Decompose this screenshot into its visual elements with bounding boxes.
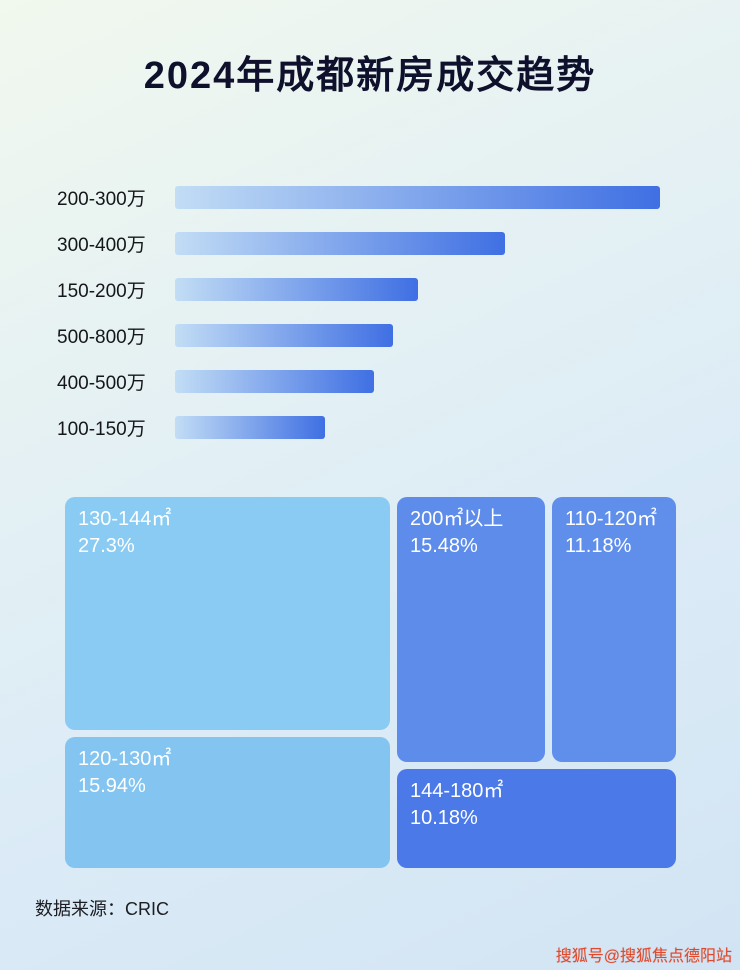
bar-label: 150-200万 — [57, 281, 146, 302]
treemap-tile-110-120: 110-120㎡ 11.18% — [552, 497, 676, 762]
bar-label: 200-300万 — [57, 189, 146, 210]
tile-percent: 15.48% — [410, 535, 478, 557]
bar — [175, 370, 374, 393]
bar-label: 400-500万 — [57, 373, 146, 394]
watermark: 搜狐号@搜狐焦点德阳站 — [555, 948, 732, 965]
tile-percent: 15.94% — [78, 775, 146, 797]
data-source: 数据来源：CRIC — [35, 899, 169, 919]
bar-label: 100-150万 — [57, 419, 146, 440]
bar-row: 300-400万 — [0, 232, 740, 256]
bar-row: 150-200万 — [0, 278, 740, 302]
bar — [175, 416, 325, 439]
treemap-tile-130-144: 130-144㎡ 27.3% — [65, 497, 390, 730]
treemap-tile-200-plus: 200㎡以上 15.48% — [397, 497, 545, 762]
treemap-tile-120-130: 120-130㎡ 15.94% — [65, 737, 390, 868]
bar — [175, 186, 660, 209]
tile-label: 110-120㎡ — [565, 508, 657, 530]
area-treemap: 130-144㎡ 27.3% 200㎡以上 15.48% 110-120㎡ 11… — [65, 497, 676, 868]
bar — [175, 278, 418, 301]
bar-row: 400-500万 — [0, 370, 740, 394]
page-title: 2024年成都新房成交趋势 — [143, 55, 597, 97]
bar — [175, 324, 393, 347]
price-range-bar-chart: 200-300万 300-400万 150-200万 500-800万 400-… — [0, 186, 740, 462]
tile-percent: 10.18% — [410, 807, 478, 829]
bar-row: 200-300万 — [0, 186, 740, 210]
bar-label: 500-800万 — [57, 327, 146, 348]
tile-label: 120-130㎡ — [78, 748, 172, 770]
tile-label: 200㎡以上 — [410, 508, 504, 530]
bar — [175, 232, 505, 255]
treemap-tile-144-180: 144-180㎡ 10.18% — [397, 769, 676, 868]
tile-label: 130-144㎡ — [78, 508, 172, 530]
tile-label: 144-180㎡ — [410, 780, 504, 802]
bar-label: 300-400万 — [57, 235, 146, 256]
bar-row: 100-150万 — [0, 416, 740, 440]
bar-row: 500-800万 — [0, 324, 740, 348]
tile-percent: 11.18% — [565, 535, 632, 557]
tile-percent: 27.3% — [78, 535, 135, 557]
